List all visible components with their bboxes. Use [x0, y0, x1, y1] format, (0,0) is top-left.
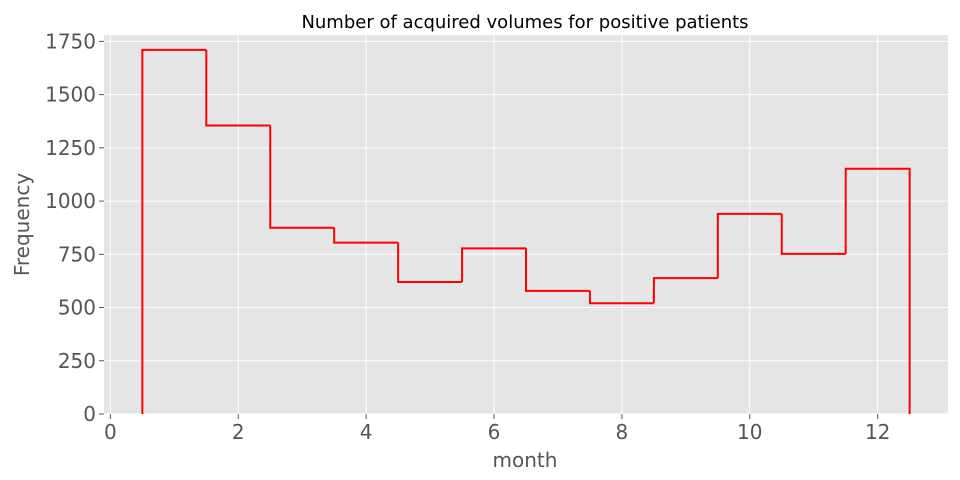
histogram-bin: [716, 212, 782, 279]
histogram-bin: [525, 248, 590, 292]
histogram-bin: [397, 242, 463, 283]
x-axis-label: month: [493, 448, 558, 472]
x-tick-label: 4: [360, 420, 373, 444]
histogram-marks: [141, 48, 911, 414]
y-tick-label: 1250: [45, 136, 96, 160]
x-tick-label: 10: [737, 420, 762, 444]
y-tick-label: 750: [58, 242, 96, 266]
histogram-bin: [652, 277, 718, 304]
y-tick-label: 1500: [45, 83, 96, 107]
x-tick-label: 8: [616, 420, 629, 444]
y-tick-label: 1750: [45, 29, 96, 53]
x-tick-label: 2: [232, 420, 245, 444]
y-axis-ticks: 0 250 500 750 1000 1250 1500 1750: [45, 29, 104, 426]
y-axis-label: Frequency: [10, 173, 34, 276]
histogram-bin: [269, 125, 335, 229]
histogram-bin: [461, 247, 526, 282]
histogram-bin: [333, 227, 399, 244]
chart-title: Number of acquired volumes for positive …: [301, 12, 748, 33]
histogram-bin: [205, 49, 271, 127]
y-tick-label: 250: [58, 349, 96, 373]
grid-lines: [104, 35, 948, 415]
y-tick-label: 1000: [45, 189, 96, 213]
histogram-bin: [780, 213, 846, 255]
x-tick-label: 0: [104, 420, 117, 444]
x-tick-label: 6: [488, 420, 501, 444]
x-tick-label: 12: [865, 420, 890, 444]
histogram-bin: [141, 48, 207, 414]
histogram-bin: [844, 167, 911, 414]
histogram-bin: [588, 290, 654, 305]
y-tick-label: 0: [83, 402, 96, 426]
x-axis-ticks: 0 2 4 6 8 10 12: [104, 414, 890, 444]
y-tick-label: 500: [58, 296, 96, 320]
plot-area: [104, 35, 948, 414]
